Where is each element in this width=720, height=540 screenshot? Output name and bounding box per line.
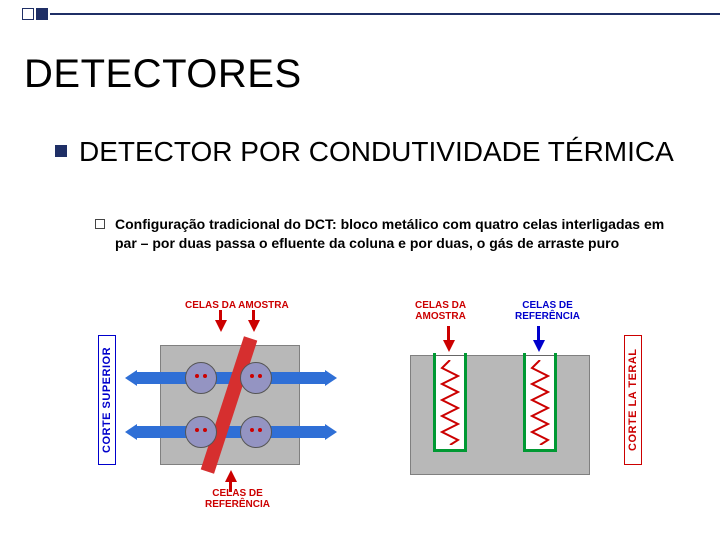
dot — [195, 428, 199, 432]
arrow-left-icon — [125, 370, 137, 386]
label-celas-amostra-top: CELAS DA AMOSTRA — [185, 300, 289, 311]
diagram-area: CORTE SUPERIOR CELAS DA AMOSTRA CELAS DE… — [100, 300, 640, 520]
bullet-outline-icon — [95, 219, 105, 229]
arrow-left-icon — [125, 424, 137, 440]
diagram-top-view: CORTE SUPERIOR CELAS DA AMOSTRA CELAS DE… — [100, 300, 355, 520]
arrow-stem — [252, 310, 255, 322]
label-corte-superior: CORTE SUPERIOR — [98, 335, 116, 465]
label-celas-amostra-side: CELAS DA AMOSTRA — [415, 300, 466, 322]
cell-bl — [185, 416, 217, 448]
dot — [258, 428, 262, 432]
label-celas-ref-bottom: CELAS DE REFERÊNCIA — [205, 488, 270, 510]
dot — [195, 374, 199, 378]
body-row: Configuração tradicional do DCT: bloco m… — [95, 215, 675, 253]
accent-square-outline — [22, 8, 34, 20]
cell-tl — [185, 362, 217, 394]
dot — [203, 428, 207, 432]
cell-tr — [240, 362, 272, 394]
page-title: DETECTORES — [24, 52, 302, 97]
dot — [203, 374, 207, 378]
arrow-down-icon — [443, 340, 455, 352]
accent-square-fill — [36, 8, 48, 20]
dot — [250, 374, 254, 378]
arrow-stem — [219, 310, 222, 322]
arrow-stem — [229, 480, 232, 492]
accent-line — [50, 13, 720, 15]
filament-right-icon — [530, 360, 550, 445]
label-celas-ref-side: CELAS DE REFERÊNCIA — [515, 300, 580, 322]
subtitle-text: DETECTOR POR CONDUTIVIDADE TÉRMICA — [79, 135, 674, 169]
body-text: Configuração tradicional do DCT: bloco m… — [115, 215, 675, 253]
bullet-square-icon — [55, 145, 67, 157]
dot — [258, 374, 262, 378]
arrow-down-icon — [533, 340, 545, 352]
filament-left-icon — [440, 360, 460, 445]
slide-accent — [0, 0, 720, 24]
arrow-right-icon — [325, 370, 337, 386]
subtitle-row: DETECTOR POR CONDUTIVIDADE TÉRMICA — [55, 135, 674, 169]
cell-br — [240, 416, 272, 448]
dot — [250, 428, 254, 432]
arrow-right-icon — [325, 424, 337, 440]
diagram-side-view: CORTE LA TERAL CELAS DA AMOSTRA CELAS DE… — [385, 300, 640, 520]
label-corte-lateral: CORTE LA TERAL — [624, 335, 642, 465]
pipe-bottom — [135, 426, 325, 438]
